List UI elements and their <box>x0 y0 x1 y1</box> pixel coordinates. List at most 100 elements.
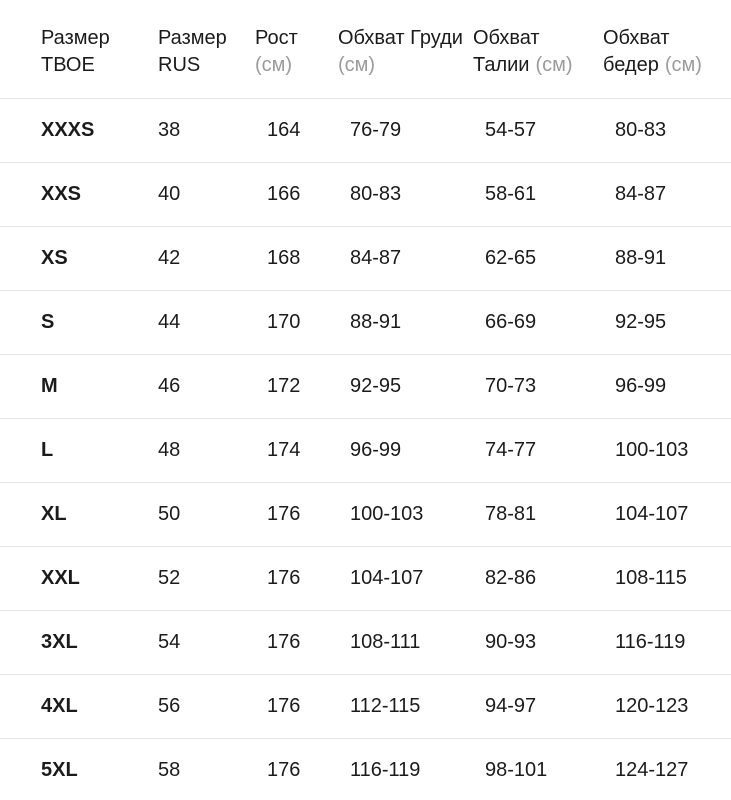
table-row: XXXS 38 164 76-79 54-57 80-83 <box>0 98 731 162</box>
cell-hips: 124-127 <box>615 759 689 781</box>
header-text: Размер <box>158 27 227 49</box>
cell-hips: 80-83 <box>615 119 667 141</box>
cell-size-rus: 48 <box>158 439 181 461</box>
header-text: Обхват <box>473 27 540 49</box>
cell-height: 174 <box>267 439 301 461</box>
cell-height: 164 <box>267 119 301 141</box>
cell-hips: 100-103 <box>615 439 689 461</box>
cell-waist: 98-101 <box>485 759 548 781</box>
cell-chest: 104-107 <box>350 567 424 589</box>
header-line-1: Обхват <box>603 25 731 52</box>
cell-size-rus: 58 <box>158 759 181 781</box>
header-text: Талии <box>473 54 530 76</box>
cell-chest: 96-99 <box>350 439 402 461</box>
cell-size-rus: 40 <box>158 183 181 205</box>
header-text: RUS <box>158 54 201 76</box>
header-line-1: Обхват <box>473 25 603 52</box>
table-row: XS 42 168 84-87 62-65 88-91 <box>0 226 731 290</box>
cell-waist: 78-81 <box>485 503 537 525</box>
cell-size-rus: 54 <box>158 631 181 653</box>
unit-label: (см) <box>338 54 376 76</box>
cell-chest: 80-83 <box>350 183 402 205</box>
cell-size-tvoe: 5XL <box>41 759 78 781</box>
header-line-1: Обхват Груди <box>338 25 473 52</box>
header-text: бедер <box>603 54 659 76</box>
cell-chest: 108-111 <box>350 631 421 653</box>
header-text: ТВОЕ <box>41 54 95 76</box>
column-header-size-rus: Размер RUS <box>158 25 255 98</box>
header-line-2: бедер (см) <box>603 52 731 79</box>
cell-chest: 88-91 <box>350 311 402 333</box>
header-line-1: Размер <box>158 25 255 52</box>
table-row: 3XL 54 176 108-111 90-93 116-119 <box>0 610 731 674</box>
table-header-row: Размер ТВОЕ Размер RUS Рост (см) Обхват … <box>0 0 731 98</box>
cell-hips: 88-91 <box>615 247 667 269</box>
cell-waist: 58-61 <box>485 183 537 205</box>
table-row: S 44 170 88-91 66-69 92-95 <box>0 290 731 354</box>
unit-label: (см) <box>664 54 702 76</box>
cell-height: 176 <box>267 631 301 653</box>
column-header-height: Рост (см) <box>255 25 338 98</box>
table-row: XXS 40 166 80-83 58-61 84-87 <box>0 162 731 226</box>
header-text: Рост <box>255 27 298 49</box>
table-row: L 48 174 96-99 74-77 100-103 <box>0 418 731 482</box>
cell-chest: 100-103 <box>350 503 424 525</box>
table-row: XXL 52 176 104-107 82-86 108-115 <box>0 546 731 610</box>
cell-hips: 104-107 <box>615 503 689 525</box>
cell-hips: 120-123 <box>615 695 689 717</box>
cell-hips: 96-99 <box>615 375 667 397</box>
cell-waist: 66-69 <box>485 311 537 333</box>
cell-size-tvoe: L <box>41 439 54 461</box>
cell-hips: 116-119 <box>615 631 686 653</box>
table-row: M 46 172 92-95 70-73 96-99 <box>0 354 731 418</box>
cell-size-tvoe: M <box>41 375 58 397</box>
column-header-size-tvoe: Размер ТВОЕ <box>41 25 158 98</box>
cell-waist: 70-73 <box>485 375 537 397</box>
cell-size-rus: 38 <box>158 119 181 141</box>
cell-chest: 112-115 <box>350 695 421 717</box>
unit-label: (см) <box>535 54 573 76</box>
cell-waist: 90-93 <box>485 631 537 653</box>
table-row: 4XL 56 176 112-115 94-97 120-123 <box>0 674 731 738</box>
cell-chest: 116-119 <box>350 759 421 781</box>
cell-height: 176 <box>267 567 301 589</box>
header-line-2: (см) <box>338 52 473 79</box>
cell-size-tvoe: S <box>41 311 55 333</box>
cell-size-rus: 50 <box>158 503 181 525</box>
cell-hips: 92-95 <box>615 311 667 333</box>
column-header-chest: Обхват Груди (см) <box>338 25 473 98</box>
unit-label: (см) <box>255 54 293 76</box>
cell-chest: 76-79 <box>350 119 402 141</box>
cell-waist: 74-77 <box>485 439 537 461</box>
header-line-2: Талии (см) <box>473 52 603 79</box>
table-body: XXXS 38 164 76-79 54-57 80-83 XXS 40 166… <box>0 98 731 800</box>
cell-waist: 94-97 <box>485 695 537 717</box>
column-header-waist: Обхват Талии (см) <box>473 25 603 98</box>
header-text: Обхват <box>603 27 670 49</box>
table-row: XL 50 176 100-103 78-81 104-107 <box>0 482 731 546</box>
cell-size-tvoe: XL <box>41 503 67 525</box>
cell-size-tvoe: XS <box>41 247 68 269</box>
column-header-hips: Обхват бедер (см) <box>603 25 731 98</box>
cell-size-rus: 44 <box>158 311 181 333</box>
cell-height: 166 <box>267 183 301 205</box>
header-line-1: Рост <box>255 25 338 52</box>
cell-waist: 54-57 <box>485 119 537 141</box>
cell-size-tvoe: XXS <box>41 183 82 205</box>
cell-height: 172 <box>267 375 301 397</box>
cell-waist: 82-86 <box>485 567 537 589</box>
cell-chest: 92-95 <box>350 375 402 397</box>
cell-hips: 108-115 <box>615 567 687 589</box>
header-line-2: (см) <box>255 52 338 79</box>
cell-size-tvoe: XXL <box>41 567 80 589</box>
cell-chest: 84-87 <box>350 247 402 269</box>
cell-height: 168 <box>267 247 301 269</box>
cell-height: 176 <box>267 503 301 525</box>
cell-size-rus: 46 <box>158 375 181 397</box>
header-line-2: RUS <box>158 52 255 79</box>
cell-hips: 84-87 <box>615 183 667 205</box>
table-row: 5XL 58 176 116-119 98-101 124-127 <box>0 738 731 800</box>
cell-height: 176 <box>267 759 301 781</box>
header-line-2: ТВОЕ <box>41 52 158 79</box>
